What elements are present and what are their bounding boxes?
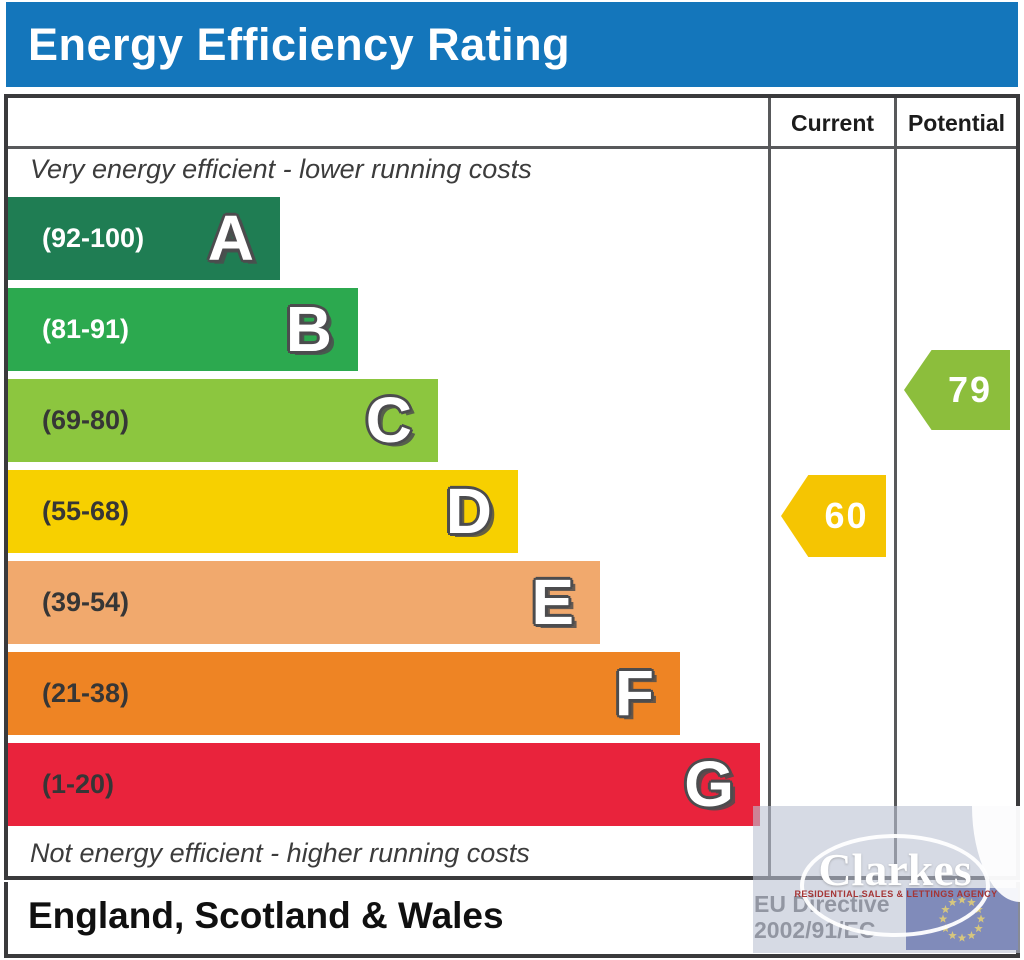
band-letter: C	[365, 384, 412, 456]
potential-rating-value: 79	[947, 369, 993, 410]
column-divider-right	[894, 98, 897, 876]
band-range-label: (81-91)	[42, 314, 130, 344]
bottom-caption: Not energy efficient - higher running co…	[30, 838, 530, 868]
header-row-divider	[8, 146, 1016, 149]
band-bar-b: (81-91) B	[8, 288, 358, 371]
eu-directive-label: EU Directive 2002/91/EC	[754, 891, 890, 943]
band-range-label: (55-68)	[42, 496, 130, 526]
potential-rating-arrow: 79	[904, 350, 1010, 430]
band-bar-f: (21-38) F	[8, 652, 680, 735]
epc-chart: Current Potential Very energy efficient …	[4, 94, 1020, 880]
band-bar-g: (1-20) G	[8, 743, 760, 826]
band-letter: E	[531, 566, 574, 638]
band-letter: A	[207, 202, 254, 274]
region-label: England, Scotland & Wales	[28, 895, 504, 936]
band-bar-a: (92-100) A	[8, 197, 280, 280]
top-caption: Very energy efficient - lower running co…	[30, 154, 532, 184]
band-bar-d: (55-68) D	[8, 470, 518, 553]
current-rating-arrow: 60	[781, 475, 886, 557]
column-divider-left	[768, 98, 771, 876]
band-range-label: (21-38)	[42, 678, 130, 708]
band-range-label: (39-54)	[42, 587, 130, 617]
band-range-label: (92-100)	[42, 223, 145, 253]
band-letter: D	[445, 475, 492, 547]
eu-directive-line1: EU Directive	[754, 891, 890, 917]
band-range-label: (69-80)	[42, 405, 130, 435]
current-column-header: Current	[790, 110, 875, 136]
eu-flag-icon	[906, 888, 1018, 950]
band-letter: G	[684, 748, 734, 820]
band-letter: B	[285, 293, 332, 365]
potential-column-header: Potential	[907, 110, 1006, 136]
footer: England, Scotland & Wales EU Directive 2…	[4, 882, 1020, 958]
band-bar-e: (39-54) E	[8, 561, 600, 644]
band-letter: F	[614, 657, 654, 729]
page-title: Energy Efficiency Rating	[6, 2, 1018, 87]
current-rating-value: 60	[824, 495, 869, 536]
band-bar-c: (69-80) C	[8, 379, 438, 462]
band-range-label: (1-20)	[42, 769, 115, 799]
eu-directive-line2: 2002/91/EC	[754, 917, 876, 943]
